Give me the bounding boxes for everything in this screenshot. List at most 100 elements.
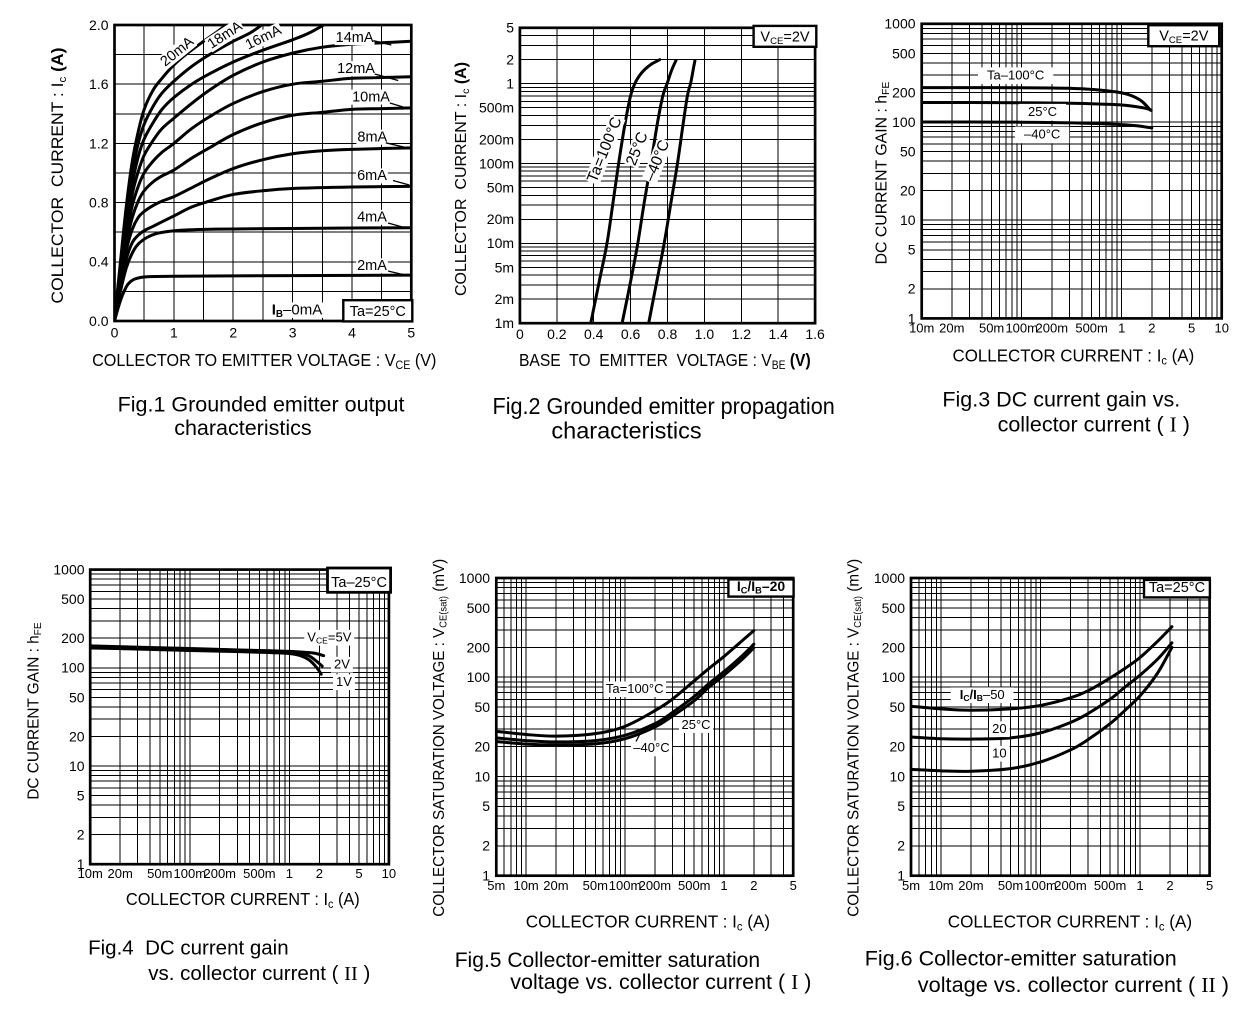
svg-text:1: 1 — [77, 856, 85, 872]
svg-text:10: 10 — [474, 768, 490, 784]
svg-text:1.6: 1.6 — [89, 76, 109, 92]
svg-text:COLLECTOR CURRENT : Ic (A): COLLECTOR CURRENT : Ic (A) — [953, 345, 1195, 367]
svg-text:100: 100 — [892, 114, 916, 130]
svg-text:2: 2 — [750, 878, 757, 893]
svg-text:25°C: 25°C — [1028, 104, 1057, 119]
svg-text:Fig.5 Collector-emitter satura: Fig.5 Collector-emitter saturation — [455, 948, 760, 972]
svg-text:500m: 500m — [1075, 321, 1108, 336]
svg-text:200m: 200m — [203, 866, 236, 881]
svg-text:DC CURRENT GAIN : hFE: DC CURRENT GAIN : hFE — [25, 622, 44, 799]
svg-text:1: 1 — [1136, 878, 1143, 893]
svg-text:50: 50 — [474, 699, 490, 715]
svg-text:500m: 500m — [678, 878, 711, 893]
svg-text:1: 1 — [286, 866, 293, 881]
svg-text:2: 2 — [908, 281, 916, 297]
svg-text:1: 1 — [1118, 321, 1125, 336]
svg-text:IC/IB–50: IC/IB–50 — [960, 687, 1005, 703]
svg-text:2: 2 — [482, 838, 490, 854]
svg-text:1.2: 1.2 — [732, 326, 752, 342]
svg-text:1.6: 1.6 — [805, 326, 825, 342]
svg-text:100: 100 — [61, 660, 85, 676]
svg-text:10: 10 — [69, 758, 85, 774]
svg-text:100m: 100m — [1024, 878, 1057, 893]
svg-text:0.4: 0.4 — [89, 254, 109, 270]
svg-text:20: 20 — [992, 721, 1006, 736]
svg-text:0.0: 0.0 — [89, 313, 109, 329]
svg-text:2: 2 — [1148, 321, 1155, 336]
svg-text:50m: 50m — [487, 179, 514, 195]
svg-text:500m: 500m — [479, 100, 514, 116]
svg-text:2: 2 — [77, 827, 85, 843]
svg-text:2: 2 — [897, 838, 905, 854]
svg-text:5: 5 — [1188, 321, 1195, 336]
svg-text:collector current ( I ): collector current ( I ) — [998, 413, 1190, 437]
svg-text:1.2: 1.2 — [89, 135, 109, 151]
svg-text:1.4: 1.4 — [768, 326, 788, 342]
svg-text:0.2: 0.2 — [547, 326, 567, 342]
svg-text:200: 200 — [61, 630, 85, 646]
svg-text:5: 5 — [77, 787, 85, 803]
svg-text:voltage vs. collector current: voltage vs. collector current ( I ) — [510, 970, 811, 994]
svg-text:10: 10 — [889, 768, 905, 784]
svg-text:50: 50 — [900, 143, 916, 159]
svg-text:5: 5 — [407, 325, 415, 341]
svg-text:200m: 200m — [639, 878, 672, 893]
svg-text:100m: 100m — [1005, 321, 1038, 336]
svg-text:4mA: 4mA — [357, 210, 387, 226]
svg-text:0.8: 0.8 — [89, 195, 109, 211]
svg-text:12mA: 12mA — [337, 61, 375, 77]
svg-text:200: 200 — [892, 84, 916, 100]
svg-text:5: 5 — [908, 242, 916, 258]
svg-text:Ta=100°C: Ta=100°C — [606, 681, 664, 696]
svg-text:200m: 200m — [479, 131, 514, 147]
svg-text:COLLECTOR CURRENT : Ic (A): COLLECTOR CURRENT : Ic (A) — [47, 48, 69, 304]
svg-text:14mA: 14mA — [336, 30, 374, 46]
svg-text:0: 0 — [516, 326, 524, 342]
svg-text:COLLECTOR SATURATION VOLTAGE :: COLLECTOR SATURATION VOLTAGE : VCE(sat) … — [845, 559, 864, 917]
svg-text:COLLECTOR CURRENT : Ic (A): COLLECTOR CURRENT : Ic (A) — [948, 911, 1192, 933]
svg-text:50: 50 — [889, 699, 905, 715]
svg-text:–40°C: –40°C — [633, 740, 669, 755]
svg-text:8mA: 8mA — [357, 129, 387, 145]
svg-text:0.6: 0.6 — [621, 326, 641, 342]
svg-text:100m: 100m — [479, 155, 514, 171]
svg-text:characteristics: characteristics — [174, 416, 311, 440]
svg-text:Fig.6 Collector-emitter satura: Fig.6 Collector-emitter saturation — [865, 946, 1177, 970]
svg-text:100m: 100m — [609, 878, 642, 893]
svg-text:20m: 20m — [958, 878, 983, 893]
svg-text:Fig.4 DC current gain: Fig.4 DC current gain — [88, 937, 289, 960]
svg-text:5m: 5m — [495, 259, 514, 275]
svg-text:2.0: 2.0 — [89, 17, 109, 33]
svg-text:1: 1 — [720, 878, 727, 893]
svg-text:5: 5 — [506, 20, 514, 36]
svg-text:2: 2 — [316, 866, 323, 881]
svg-text:10: 10 — [1214, 321, 1228, 336]
svg-text:50m: 50m — [979, 321, 1004, 336]
svg-text:1000: 1000 — [459, 570, 490, 586]
svg-text:characteristics: characteristics — [551, 418, 701, 444]
svg-text:1: 1 — [482, 868, 490, 884]
svg-text:20m: 20m — [487, 211, 514, 227]
svg-text:Ta=25°C: Ta=25°C — [1149, 580, 1205, 596]
svg-text:20m: 20m — [108, 866, 133, 881]
svg-text:20: 20 — [900, 183, 916, 199]
svg-text:IC/IB–20: IC/IB–20 — [737, 578, 786, 596]
svg-text:5m: 5m — [902, 878, 920, 893]
svg-text:3: 3 — [289, 325, 297, 341]
svg-text:VCE=2V: VCE=2V — [760, 29, 810, 47]
svg-text:200m: 200m — [1036, 321, 1069, 336]
svg-text:200: 200 — [882, 639, 906, 655]
svg-text:25°C: 25°C — [682, 717, 711, 732]
svg-text:COLLECTOR CURRENT : Ic (A): COLLECTOR CURRENT : Ic (A) — [126, 888, 360, 911]
svg-text:20m: 20m — [543, 878, 568, 893]
svg-text:5: 5 — [482, 798, 490, 814]
svg-text:10: 10 — [900, 212, 916, 228]
svg-text:VCE=2V: VCE=2V — [1159, 29, 1209, 47]
svg-text:5: 5 — [1206, 878, 1213, 893]
svg-text:1: 1 — [170, 325, 178, 341]
svg-text:500: 500 — [61, 591, 85, 607]
svg-text:1000: 1000 — [53, 562, 84, 578]
svg-text:1: 1 — [897, 868, 905, 884]
svg-text:1: 1 — [908, 310, 916, 326]
svg-text:BASE TO EMITTER VOLTAGE : V: BASE TO EMITTER VOLTAGE : VBE (V) — [519, 350, 811, 372]
